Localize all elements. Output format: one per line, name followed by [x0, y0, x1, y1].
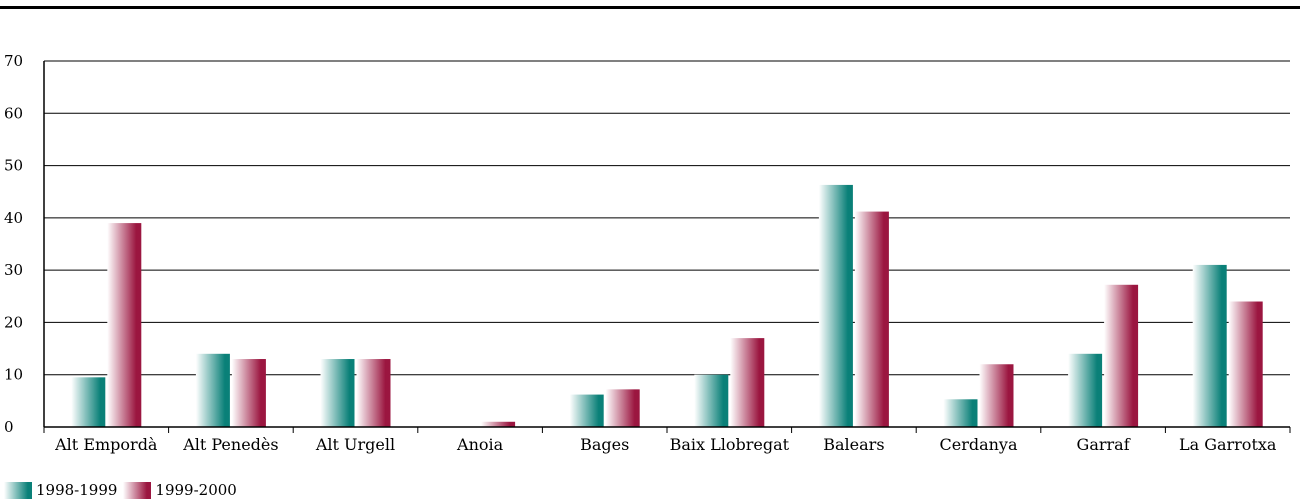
bar-series-2 — [605, 389, 640, 427]
bar-series-2 — [1228, 301, 1263, 427]
bar-series-1 — [1068, 353, 1103, 427]
x-tick-label: Alt Empordà — [54, 435, 158, 454]
bar-series-2 — [481, 421, 516, 427]
bar-series-1 — [943, 399, 978, 427]
x-tick-label: Alt Urgell — [315, 435, 395, 454]
legend: 1998-1999 1999-2000 — [4, 480, 243, 500]
legend-label-series-2: 1999-2000 — [155, 481, 237, 499]
bar-series-2 — [231, 359, 266, 427]
bar-series-2 — [1104, 284, 1139, 427]
bar-series-1 — [195, 353, 230, 427]
legend-label-series-1: 1998-1999 — [36, 481, 118, 499]
x-tick-label: Anoia — [456, 435, 504, 454]
bar-series-1 — [569, 394, 604, 427]
x-tick-label: Baix Llobregat — [670, 435, 790, 454]
legend-item-series-2: 1999-2000 — [123, 481, 237, 499]
x-tick-label: Cerdanya — [939, 435, 1017, 454]
bars — [71, 184, 1263, 427]
y-tick-label: 60 — [4, 104, 23, 122]
x-tick-label: Bages — [580, 435, 629, 454]
y-tick-label: 50 — [4, 157, 23, 175]
axes — [43, 61, 1291, 433]
bar-series-2 — [730, 338, 765, 427]
legend-swatch-series-2 — [123, 481, 152, 499]
bar-series-1 — [694, 374, 729, 427]
top-rule — [0, 6, 1300, 9]
x-tick-label: Balears — [823, 435, 884, 454]
y-tick-label: 20 — [4, 313, 23, 331]
bar-series-1 — [71, 377, 106, 427]
bar-series-2 — [107, 223, 142, 427]
legend-item-series-1: 1998-1999 — [4, 481, 117, 499]
y-tick-label: 10 — [4, 366, 23, 384]
bar-series-2 — [356, 359, 391, 427]
gridlines — [44, 60, 1290, 376]
x-tick-label: Alt Penedès — [182, 435, 278, 454]
bar-series-1 — [818, 184, 853, 427]
y-tick-label: 0 — [4, 418, 14, 436]
y-tick-label: 30 — [4, 261, 23, 279]
y-axis-ticks: 0 10 20 30 40 50 60 70 — [4, 52, 23, 436]
bar-series-1 — [320, 359, 355, 427]
x-tick-label: La Garrotxa — [1179, 435, 1277, 454]
y-tick-label: 70 — [4, 52, 23, 70]
legend-swatch-series-1 — [4, 481, 32, 499]
bar-series-2 — [854, 211, 889, 427]
x-tick-label: Garraf — [1077, 435, 1131, 454]
bar-series-2 — [979, 364, 1014, 427]
x-axis-labels: Alt Empordà Alt Penedès Alt Urgell Anoia Bag… — [54, 435, 1277, 454]
bar-series-1 — [1192, 264, 1227, 427]
y-tick-label: 40 — [4, 209, 23, 227]
